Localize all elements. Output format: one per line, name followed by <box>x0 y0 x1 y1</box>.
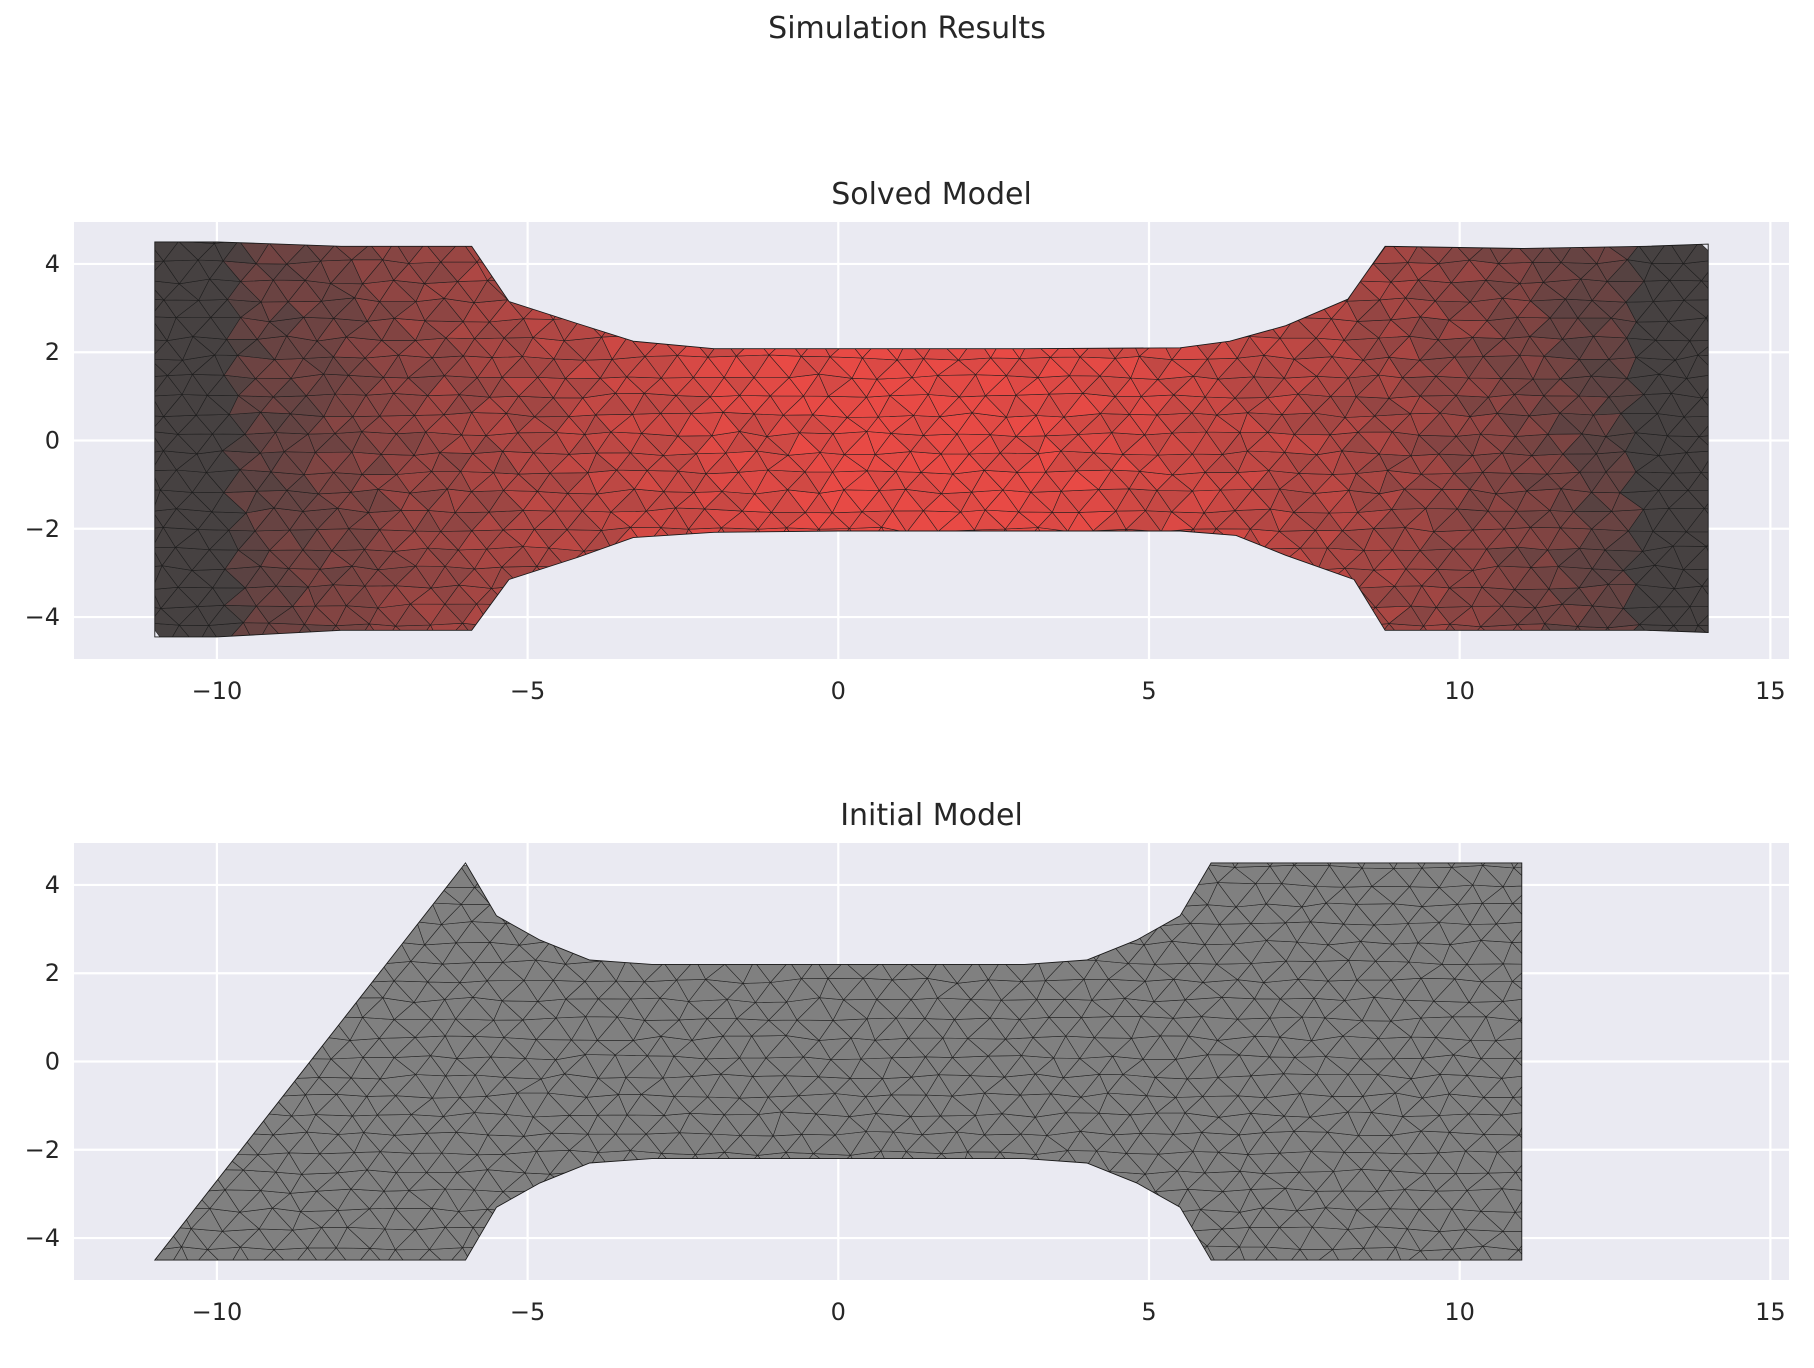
mesh-element <box>1269 862 1295 867</box>
mesh-element <box>1502 981 1522 1002</box>
x-tick-label: −10 <box>192 677 243 705</box>
mesh-element <box>1683 397 1709 418</box>
mesh <box>154 241 1709 637</box>
mesh-element <box>154 260 165 281</box>
y-tick-label: 2 <box>45 338 60 366</box>
mesh-element <box>1361 862 1395 870</box>
mesh-element <box>1682 545 1709 571</box>
mesh-element <box>1697 605 1709 626</box>
x-tick-label: 0 <box>831 1298 846 1326</box>
mesh-element <box>1206 862 1236 868</box>
mesh-element <box>1293 862 1331 866</box>
y-tick-label: −2 <box>25 515 60 543</box>
panel-title: Solved Model <box>831 177 1032 212</box>
y-tick-label: 0 <box>45 427 60 455</box>
x-tick-label: 5 <box>1141 1298 1156 1326</box>
mesh-element <box>1482 862 1515 869</box>
initial-model-panel: Initial Model −10 −5 0 5 10 15 −4 −2 0 2 4 <box>25 798 1789 1326</box>
x-tick-label: 15 <box>1755 677 1786 705</box>
mesh-element <box>1689 585 1709 608</box>
mesh-element <box>1502 867 1522 888</box>
mesh-element <box>1685 507 1709 533</box>
mesh-element <box>1328 862 1363 869</box>
mesh-element <box>1687 472 1709 491</box>
mesh-element <box>178 241 216 244</box>
y-tick-label: 4 <box>45 250 60 278</box>
x-tick-label: −5 <box>510 677 545 705</box>
x-tick-label: −10 <box>192 1298 243 1326</box>
mesh-outline <box>153 862 1523 1261</box>
y-tick-label: −4 <box>25 1224 60 1252</box>
x-tick-label: 5 <box>1141 677 1156 705</box>
mesh-element <box>1689 317 1709 342</box>
x-tick-label: 10 <box>1444 1298 1475 1326</box>
mesh-outline <box>154 241 1709 638</box>
mesh-element <box>1682 241 1709 265</box>
y-tick-label: −2 <box>25 1136 60 1164</box>
y-tick-label: 0 <box>45 1048 60 1076</box>
mesh-element <box>1393 862 1423 870</box>
mesh-element <box>1502 1211 1522 1232</box>
x-tick-label: 15 <box>1755 1298 1786 1326</box>
mesh-element <box>1683 280 1709 301</box>
y-tick-label: −4 <box>25 603 60 631</box>
x-tick-label: 0 <box>831 677 846 705</box>
mesh-element <box>1451 862 1484 868</box>
y-tick-label: 4 <box>45 871 60 899</box>
mesh-element <box>1501 1058 1522 1079</box>
mesh-element <box>1496 1134 1522 1153</box>
mesh-element <box>1697 340 1709 358</box>
mesh-element <box>1511 921 1522 943</box>
mesh-element <box>1494 1020 1522 1042</box>
figure-title: Simulation Results <box>768 11 1046 46</box>
solved-model-panel: Solved Model −10 −5 0 5 10 15 −4 −2 0 2 4 <box>25 177 1789 705</box>
mesh-element <box>1700 450 1709 474</box>
x-tick-label: −5 <box>510 1298 545 1326</box>
y-tick-label: 2 <box>45 959 60 987</box>
mesh-element <box>1512 1094 1522 1113</box>
panel-title: Initial Model <box>840 798 1023 833</box>
x-tick-label: 10 <box>1444 677 1475 705</box>
mesh-element <box>1697 354 1709 375</box>
mesh-element <box>1234 862 1271 868</box>
